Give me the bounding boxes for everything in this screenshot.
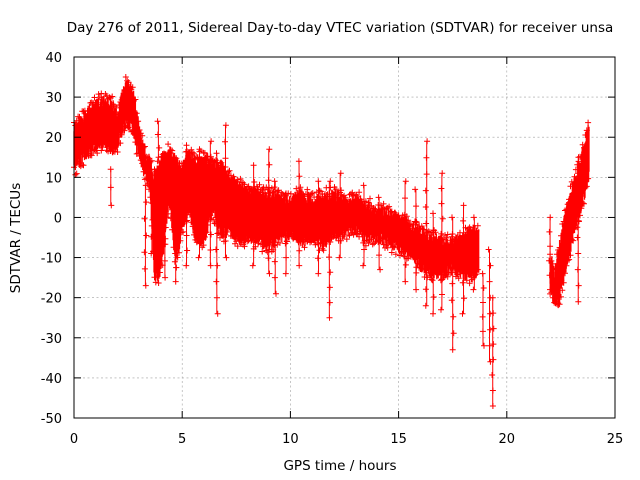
y-tick-label: 40 — [45, 51, 62, 66]
data-spike-markers — [459, 202, 468, 317]
data-spike-markers — [448, 214, 457, 353]
y-tick-label: 10 — [45, 171, 62, 186]
data-spike-markers — [154, 118, 163, 165]
data-layer — [71, 74, 592, 409]
data-band-evening — [549, 124, 590, 309]
data-spike-markers — [195, 146, 204, 261]
plot-frame — [73, 56, 616, 419]
data-spike-markers — [265, 146, 273, 277]
data-spike-markers — [336, 170, 345, 261]
data-spike-markers — [148, 166, 156, 257]
data-spike-markers — [222, 122, 230, 261]
y-tick-label: -20 — [41, 292, 62, 307]
data-spike-markers — [141, 182, 150, 289]
x-tick-label: 15 — [390, 432, 407, 447]
data-spike-markers — [314, 178, 322, 277]
ticks-layer: 40 30 20 10 0 -10 -20 -30 -40 -50 0 5 10 15 20 25 — [41, 51, 624, 447]
x-axis-label: GPS time / hours — [283, 458, 396, 474]
x-tick-label: 25 — [607, 432, 624, 447]
data-spike-markers — [574, 154, 582, 305]
data-spike-markers — [325, 178, 334, 321]
data-spike-markers — [206, 138, 215, 269]
data-spike-markers — [375, 194, 384, 273]
data-spike-markers — [295, 158, 303, 269]
y-tick-label: -30 — [41, 332, 62, 347]
data-spike-markers — [213, 150, 221, 317]
data-spike-markers — [183, 142, 191, 269]
data-spike-markers — [489, 294, 497, 409]
y-tick-label: -40 — [41, 372, 62, 387]
data-spike-markers — [107, 166, 115, 209]
x-tick-label: 0 — [70, 432, 78, 447]
data-spike-markers — [470, 214, 478, 293]
x-tick-label: 20 — [499, 432, 516, 447]
y-tick-label: 0 — [54, 211, 62, 226]
data-spike-markers — [401, 178, 409, 285]
data-spike-markers — [412, 186, 420, 293]
data-spike-markers — [271, 178, 280, 297]
data-spike-markers — [422, 138, 431, 309]
y-tick-label: 20 — [45, 131, 62, 146]
chart-title: Day 276 of 2011, Sidereal Day-to-day VTE… — [67, 20, 614, 36]
y-tick-label: 30 — [45, 91, 62, 106]
x-tick-label: 5 — [178, 432, 186, 447]
data-spike-markers — [438, 170, 446, 313]
data-spike-markers — [282, 190, 290, 277]
data-spike-markers — [249, 162, 258, 269]
data-spike-markers — [172, 222, 180, 285]
data-spike-markers — [360, 182, 368, 269]
y-tick-label: -50 — [41, 412, 62, 427]
x-tick-label: 10 — [282, 432, 299, 447]
data-spike-markers — [546, 214, 554, 293]
data-spike-markers — [479, 270, 487, 349]
data-spike-markers — [429, 210, 437, 317]
y-axis-label: SDTVAR / TECUs — [8, 183, 24, 293]
data-spike-markers — [161, 174, 169, 281]
y-tick-label: -10 — [41, 252, 62, 267]
